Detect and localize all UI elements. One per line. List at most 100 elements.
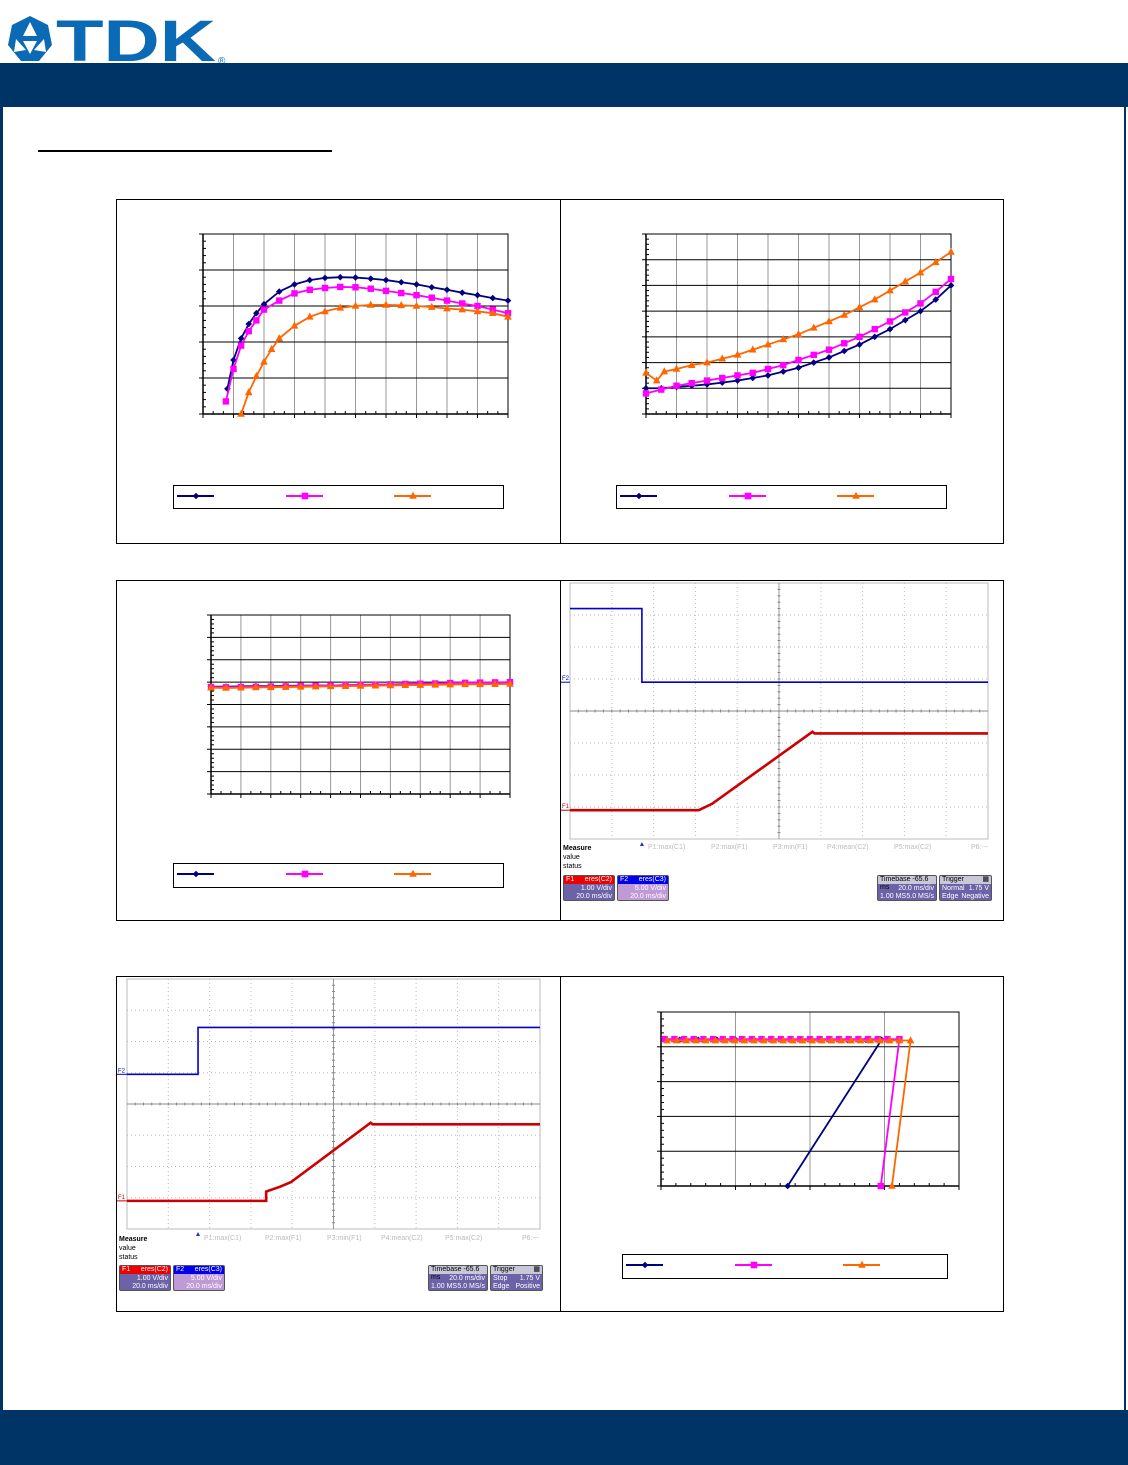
- triangle-marker: [446, 680, 454, 688]
- trigger-header: Trigger ▦: [940, 876, 991, 884]
- legend-entry-3: [394, 869, 431, 877]
- trigger-box[interactable]: Trigger ▦ Stop 1.75 V Edge Positive: [490, 1265, 543, 1291]
- diamond-marker: [192, 492, 200, 500]
- diamond-marker: [825, 354, 833, 361]
- trigger-level: 1.75 V: [968, 885, 989, 892]
- trigger-mode: Normal: [942, 885, 965, 892]
- measure-parameter[interactable]: P6:---: [522, 1235, 540, 1242]
- square-marker: [680, 1035, 688, 1043]
- triangle-marker: [916, 268, 925, 276]
- square-marker: [671, 1035, 678, 1043]
- channel-f1-box[interactable]: F1 eres(C2) 1.00 V/div 20.0 ms/div: [563, 875, 615, 901]
- channel-tdiv: 20.0 ms/div: [132, 1283, 168, 1290]
- series-line: [666, 1039, 912, 1187]
- measure-title: Measure: [119, 1236, 148, 1243]
- triangle-marker: [711, 1036, 720, 1044]
- measure-parameter[interactable]: P5:max(C2): [894, 844, 932, 851]
- measure-parameter[interactable]: P1:max(C1): [648, 844, 686, 851]
- measure-value-label: value: [119, 1245, 136, 1252]
- axis-ticks: [207, 614, 511, 798]
- measure-parameter[interactable]: P1:max(C1): [204, 1235, 242, 1242]
- triangle-marker: [798, 1036, 807, 1044]
- page-border-right: [1124, 100, 1126, 1410]
- channel-header: F1 eres(C2): [564, 876, 614, 884]
- trigger-position-icon: [196, 1232, 201, 1236]
- trace-label: F2: [118, 1068, 126, 1074]
- trace-f2: F2: [117, 1026, 540, 1076]
- channel-vdiv: 1.00 V/div: [580, 885, 612, 892]
- timebase-sample-rate: 5.0 MS/s: [906, 893, 934, 900]
- triangle-marker: [847, 1036, 855, 1044]
- measure-parameter[interactable]: P3:min(F1): [327, 1235, 362, 1242]
- square-marker: [237, 342, 245, 349]
- square-marker: [856, 333, 863, 341]
- trace-f1: F1: [561, 730, 988, 812]
- legend-entry-2: [286, 492, 323, 500]
- series-3: [663, 1036, 915, 1189]
- measure-title: Measure: [563, 845, 592, 852]
- square-marker: [947, 275, 955, 283]
- triangle-marker: [789, 1036, 797, 1044]
- triangle-marker: [461, 680, 469, 688]
- legend-entry-1: [177, 870, 214, 878]
- channel-name: F1: [566, 876, 575, 883]
- logo-text: TDK: [56, 12, 216, 66]
- trigger-box[interactable]: Trigger ▦ Normal 1.75 V Edge Negative: [939, 875, 992, 901]
- measure-parameter[interactable]: P2:max(F1): [711, 844, 748, 851]
- diamond-marker: [764, 372, 772, 379]
- triangle-marker: [305, 312, 314, 320]
- triangle-marker: [888, 1181, 896, 1189]
- diamond-marker: [458, 289, 466, 296]
- triangle-marker: [476, 680, 484, 688]
- triangle-marker: [351, 301, 360, 309]
- triangle-marker: [895, 1036, 904, 1044]
- timebase-box[interactable]: Timebase -65.6 ms 20.0 ms/div 1.00 MS 5.0…: [877, 875, 937, 901]
- diamond-marker: [275, 288, 283, 295]
- diamond-marker: [635, 492, 643, 500]
- square-marker: [816, 1035, 823, 1043]
- triangle-marker: [356, 681, 365, 689]
- triangle-marker: [431, 680, 440, 688]
- channel-name: F2: [176, 1266, 185, 1273]
- measure-parameter[interactable]: P3:min(F1): [773, 844, 808, 851]
- gridlines: [211, 615, 510, 794]
- triangle-marker: [855, 302, 864, 311]
- channel-f1-box[interactable]: F1 eres(C2) 1.00 V/div 20.0 ms/div: [119, 1265, 171, 1291]
- triangle-marker: [409, 869, 417, 877]
- series-3: [237, 300, 512, 417]
- square-marker: [443, 297, 451, 304]
- gridlines: [203, 234, 508, 414]
- square-marker: [777, 1035, 785, 1043]
- square-marker: [703, 377, 711, 384]
- square-marker: [877, 1182, 884, 1190]
- triangle-marker: [416, 680, 425, 688]
- diamond-marker: [779, 368, 787, 375]
- triangle-marker: [290, 321, 299, 329]
- channel-tdiv: 20.0 ms/div: [576, 893, 612, 900]
- diamond-marker: [382, 276, 390, 284]
- triangle-marker: [443, 304, 451, 312]
- measure-parameter[interactable]: P6:---: [971, 844, 989, 851]
- measure-parameter[interactable]: P5:max(C2): [445, 1235, 483, 1242]
- channel-f2-box[interactable]: F2 eres(C3) 5.00 V/div 20.0 ms/div: [173, 1265, 225, 1291]
- timebase-box[interactable]: Timebase -65.6 ms 20.0 ms/div 1.00 MS 5.0…: [428, 1265, 488, 1291]
- tdk-emblem-icon: [8, 16, 52, 61]
- channel-f2-box[interactable]: F2 eres(C3) 5.00 V/div 20.0 ms/div: [617, 875, 669, 901]
- chart-2-legend: [616, 485, 947, 509]
- diamond-marker: [840, 347, 848, 355]
- legend-entry-3: [837, 491, 874, 499]
- square-marker: [874, 1035, 881, 1043]
- channel-header: F1 eres(C2): [120, 1266, 170, 1274]
- measure-parameter[interactable]: P4:mean(C2): [827, 844, 869, 851]
- footer-bar: [0, 1410, 1128, 1465]
- diamond-marker: [428, 283, 436, 291]
- measure-parameter[interactable]: P4:mean(C2): [381, 1235, 423, 1242]
- measure-value-label: value: [563, 854, 580, 861]
- measure-parameter[interactable]: P2:max(F1): [265, 1235, 302, 1242]
- square-marker: [835, 1035, 843, 1043]
- triangle-marker: [506, 679, 514, 687]
- triangle-marker: [760, 1036, 768, 1044]
- triangle-marker: [906, 1036, 915, 1044]
- channel-vdiv: 5.00 V/div: [190, 1275, 222, 1282]
- triangle-marker: [721, 1036, 729, 1044]
